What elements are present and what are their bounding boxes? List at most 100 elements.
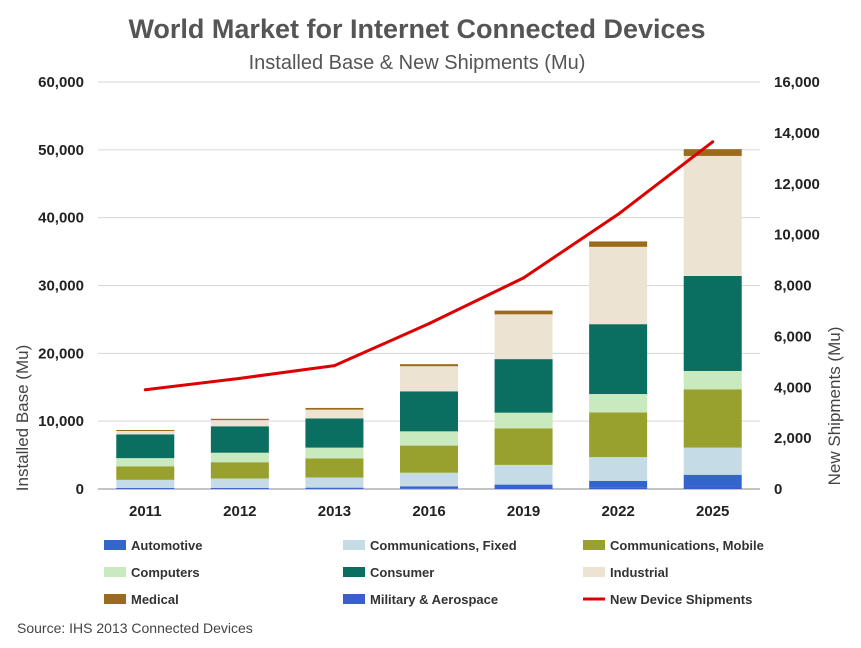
legend-swatch	[104, 594, 126, 604]
y-tick-label: 60,000	[38, 74, 84, 91]
y-tick-label: 0	[76, 481, 84, 498]
x-tick-label: 2022	[601, 503, 634, 520]
x-tick-label: 2025	[696, 503, 729, 520]
y2-tick-label: 14,000	[774, 125, 820, 142]
bar-segment	[210, 420, 269, 427]
bar-segment	[683, 370, 742, 390]
bar-segment	[116, 458, 175, 467]
shipments-line-group	[143, 140, 715, 392]
bar-segment	[683, 149, 742, 156]
bar-segment	[116, 466, 175, 480]
y-tick-label: 30,000	[38, 278, 84, 295]
bar-segment	[400, 431, 458, 446]
legend-label: Communications, Mobile	[610, 538, 764, 553]
bar-segment	[683, 447, 742, 475]
bar-segment	[400, 366, 458, 392]
source-note: Source: IHS 2013 Connected Devices	[17, 620, 253, 636]
bar-segment	[494, 359, 553, 413]
bar-segment	[400, 391, 458, 432]
bar-segment	[210, 418, 269, 421]
shipments-point	[522, 276, 526, 280]
bar-segment	[305, 409, 364, 419]
bar-segment	[589, 487, 648, 489]
shipments-point	[332, 364, 336, 368]
bar-segment	[683, 276, 742, 371]
bar-segment	[494, 310, 553, 315]
legend-label: Military & Aerospace	[370, 592, 498, 607]
bar-segment	[589, 412, 648, 458]
y2-tick-label: 0	[774, 481, 782, 498]
y-tick-label: 10,000	[38, 413, 84, 430]
bar-segment	[400, 488, 458, 489]
shipments-point	[427, 322, 431, 326]
bar-segment	[305, 458, 364, 478]
y2-tick-label: 8,000	[774, 278, 812, 295]
y2-tick-label: 2,000	[774, 430, 812, 447]
y-axis-label: Installed Base (Mu)	[13, 345, 32, 491]
bar-segment	[589, 394, 648, 413]
bar-segment	[494, 487, 553, 489]
bar-segment	[589, 457, 648, 481]
legend: Automotive Communications, Fixed Communica…	[104, 538, 764, 607]
bar-segment	[210, 452, 269, 463]
bar-segment	[210, 462, 269, 479]
bar-segment	[400, 472, 458, 487]
legend-label: Computers	[131, 565, 200, 580]
x-axis-ticks: 2011 2012 2013 2016 2019 2022 2025	[129, 503, 729, 520]
bar-segment	[494, 484, 553, 488]
bar-segment	[116, 487, 175, 489]
left-axis-ticks: 0 10,000 20,000 30,000 40,000 50,000 60,000	[38, 74, 84, 498]
legend-label: Industrial	[610, 565, 669, 580]
bar-segment	[305, 487, 364, 489]
bar-segment	[305, 418, 364, 448]
chart-subtitle: Installed Base & New Shipments (Mu)	[249, 52, 586, 74]
legend-swatch	[343, 594, 365, 604]
x-tick-label: 2012	[223, 503, 256, 520]
bar-segment	[305, 407, 364, 410]
y2-tick-label: 6,000	[774, 328, 812, 345]
y-tick-label: 20,000	[38, 345, 84, 362]
y-tick-label: 40,000	[38, 210, 84, 227]
bar-segment	[400, 364, 458, 367]
shipments-point	[238, 376, 242, 380]
bar-segment	[400, 445, 458, 473]
x-tick-label: 2013	[318, 503, 351, 520]
x-tick-label: 2011	[129, 503, 162, 520]
y2-tick-label: 16,000	[774, 74, 820, 91]
bar-segment	[400, 486, 458, 489]
legend-swatch	[104, 540, 126, 550]
bar-segment	[210, 478, 269, 488]
bars	[116, 149, 742, 489]
y2-axis-label: New Shipments (Mu)	[825, 327, 844, 486]
bar-segment	[589, 241, 648, 247]
bar-segment	[683, 474, 742, 487]
gridlines	[98, 81, 760, 490]
bar-segment	[683, 486, 742, 489]
bar-segment	[210, 426, 269, 453]
x-tick-label: 2019	[507, 503, 540, 520]
y2-tick-label: 4,000	[774, 379, 812, 396]
bar-segment	[589, 480, 648, 488]
legend-swatch	[343, 540, 365, 550]
legend-swatch	[583, 567, 605, 577]
bar-segment	[589, 324, 648, 395]
right-axis-ticks: 0 2,000 4,000 6,000 8,000 10,000 12,000 14,000 1…	[774, 74, 820, 498]
legend-label: Communications, Fixed	[370, 538, 517, 553]
legend-swatch	[583, 540, 605, 550]
bar-segment	[305, 447, 364, 459]
shipments-point	[143, 388, 147, 392]
x-tick-label: 2016	[412, 503, 445, 520]
legend-swatch	[343, 567, 365, 577]
legend-swatch	[104, 567, 126, 577]
bar-segment	[305, 477, 364, 488]
bar-segment	[494, 412, 553, 429]
bar-segment	[210, 487, 269, 489]
shipments-point	[616, 212, 620, 216]
bar-segment	[116, 429, 175, 432]
legend-label: Medical	[131, 592, 179, 607]
y2-tick-label: 12,000	[774, 176, 820, 193]
shipments-point	[711, 140, 715, 144]
legend-label: Consumer	[370, 565, 434, 580]
bar-segment	[116, 479, 175, 488]
